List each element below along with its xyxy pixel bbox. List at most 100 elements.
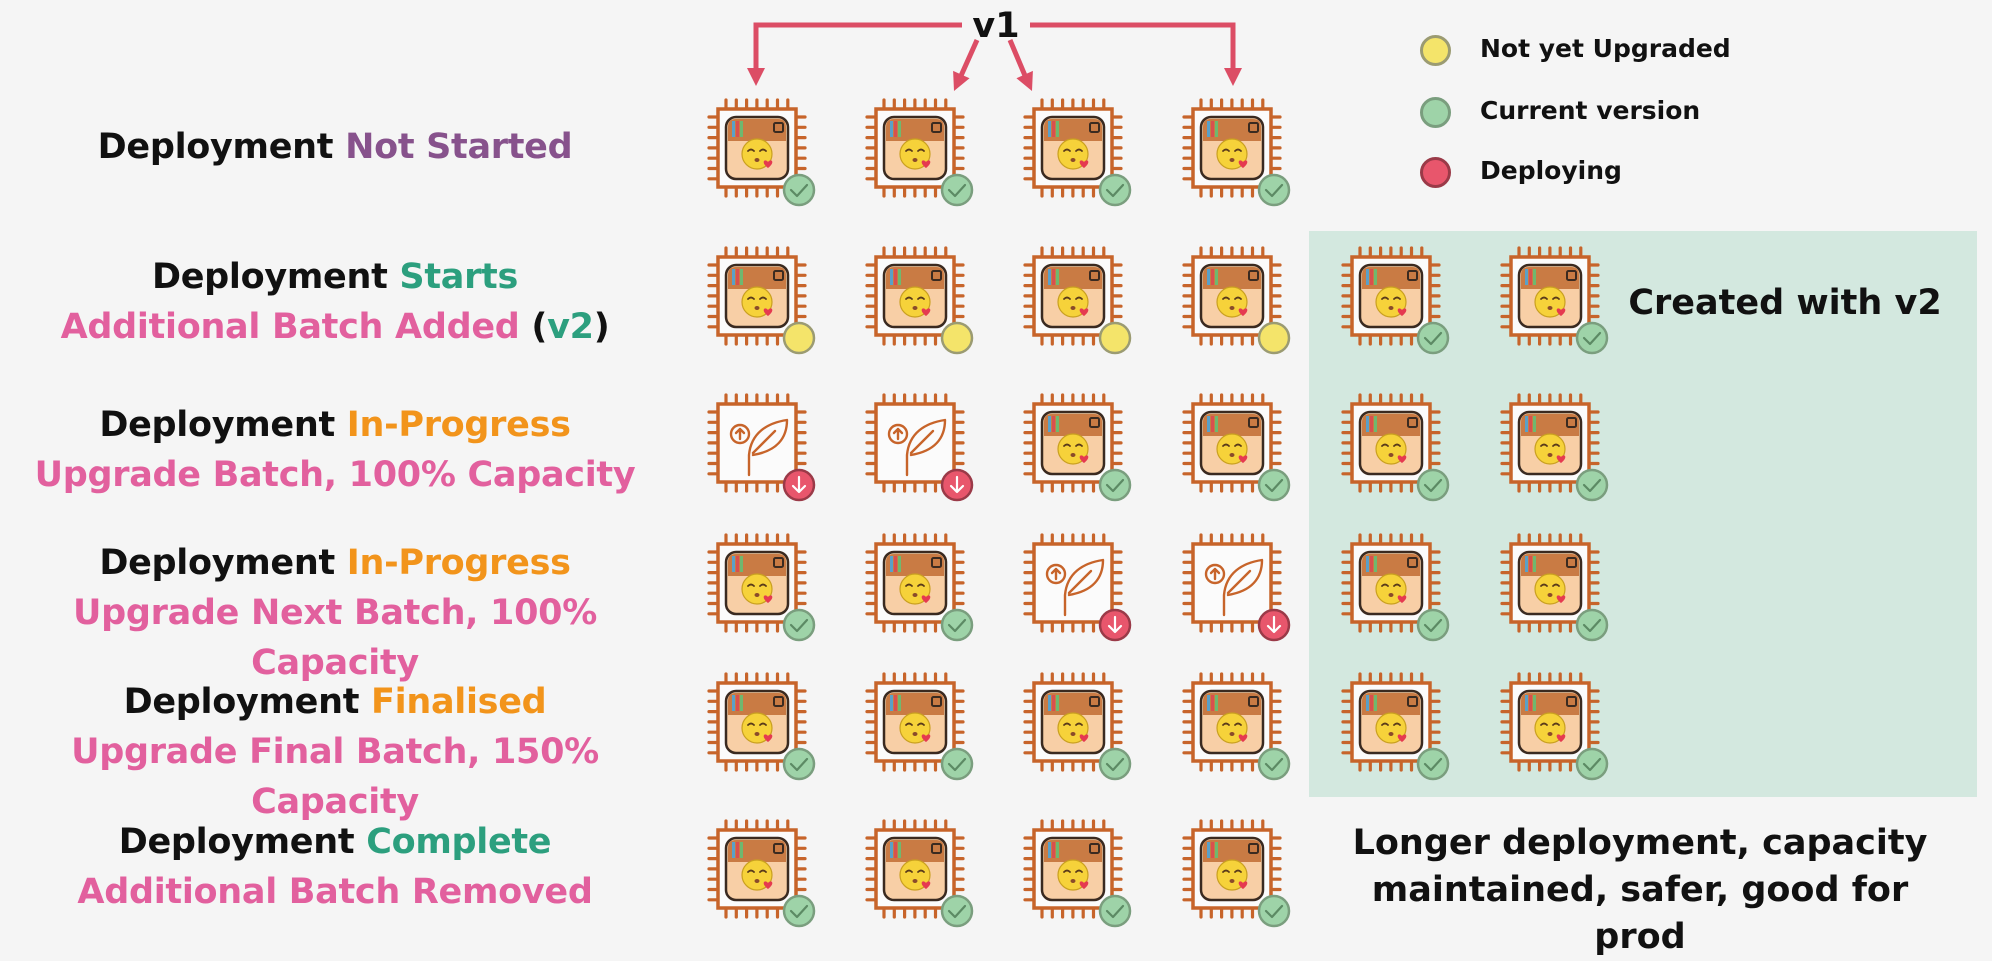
row-label-line2: Additional Batch Removed (0, 867, 670, 917)
chip-upgrade-leaf-icon (1204, 558, 1264, 617)
row-label-line1: Deployment Not Started (0, 122, 670, 172)
green-check-badge-icon (782, 608, 816, 642)
row-label-text: Finalised (371, 682, 547, 722)
chip-app-icon (882, 115, 948, 181)
green-check-badge-icon (782, 894, 816, 928)
chip-app-icon (1517, 689, 1583, 755)
server-chip (1023, 819, 1132, 928)
server-chip (707, 98, 816, 207)
green-check-badge-icon (1420, 97, 1451, 128)
row-label-text: v2 (547, 307, 594, 347)
server-chip-upgrading (1182, 533, 1291, 642)
chip-pins (1023, 393, 1123, 493)
green-check-badge-icon (1098, 894, 1132, 928)
server-chip (707, 533, 816, 642)
chip-app-icon (1199, 115, 1265, 181)
row-label-text: Deployment (123, 682, 372, 722)
server-chip (1182, 393, 1291, 502)
v2-caption: Created with v2 (1628, 283, 1942, 323)
server-chip (1500, 533, 1609, 642)
green-check-badge-icon (1098, 468, 1132, 502)
row-label-text: Complete (366, 822, 552, 862)
row-label-6: Deployment Complete Additional Batch Remo… (0, 817, 670, 917)
chip-app-icon (1040, 263, 1106, 329)
server-chip (1023, 246, 1132, 355)
row-label-line2: Additional Batch Added (v2) (0, 302, 670, 352)
server-chip (707, 819, 816, 928)
server-chip (1341, 533, 1450, 642)
green-check-badge-icon (1257, 747, 1291, 781)
row-label-text: Additional Batch Removed (77, 872, 593, 912)
chip-app-icon (882, 836, 948, 902)
row-label-line2: Upgrade Next Batch, 100% Capacity (0, 588, 670, 688)
v1-label: v1 (972, 6, 1020, 46)
row-label-1: Deployment Not Started (0, 122, 670, 172)
v1-arrow-line (1030, 22, 1236, 72)
yellow-dot-icon (1420, 35, 1451, 66)
server-chip (865, 246, 974, 355)
green-check-badge-icon (1416, 321, 1450, 355)
v1-arrow-line (753, 22, 962, 72)
red-down-arrow-badge-icon (1420, 157, 1451, 188)
row-label-line2: Upgrade Batch, 100% Capacity (0, 450, 670, 500)
green-check-badge-icon (1416, 468, 1450, 502)
v1-arrow-head (1016, 70, 1033, 91)
green-check-badge-icon (1416, 747, 1450, 781)
yellow-dot-icon (782, 321, 816, 355)
green-check-badge-icon (1098, 173, 1132, 207)
chip-app-icon (1358, 263, 1424, 329)
server-chip-upgrading (707, 393, 816, 502)
green-check-badge-icon (1257, 894, 1291, 928)
chip-pins (865, 533, 965, 633)
chip-pins (1023, 672, 1123, 772)
green-check-badge-icon (1575, 747, 1609, 781)
v1-arrow-head (747, 68, 765, 86)
server-chip (865, 533, 974, 642)
row-label-line1: Deployment Starts (0, 252, 670, 302)
green-check-badge-icon (940, 608, 974, 642)
row-label-2: Deployment Starts Additional Batch Added … (0, 252, 670, 352)
row-label-line1: Deployment Complete (0, 817, 670, 867)
green-check-badge-icon (782, 173, 816, 207)
server-chip (1182, 98, 1291, 207)
yellow-dot-icon (1257, 321, 1291, 355)
server-chip (865, 672, 974, 781)
green-check-badge-icon (1416, 608, 1450, 642)
server-chip (1023, 98, 1132, 207)
green-check-badge-icon (940, 173, 974, 207)
chip-app-icon (724, 689, 790, 755)
red-down-arrow-badge-icon (1257, 608, 1291, 642)
green-check-badge-icon (1575, 321, 1609, 355)
chip-pins (1023, 246, 1123, 346)
chip-app-icon (1040, 689, 1106, 755)
server-chip (1500, 246, 1609, 355)
yellow-dot-icon (1098, 321, 1132, 355)
chip-app-icon (1199, 263, 1265, 329)
row-label-3: Deployment In-Progress Upgrade Batch, 100… (0, 400, 670, 500)
row-label-text: ) (593, 307, 610, 347)
yellow-dot-icon (940, 321, 974, 355)
row-label-text: ( (519, 307, 548, 347)
red-down-arrow-badge-icon (1098, 608, 1132, 642)
row-label-text: Upgrade Next Batch, 100% Capacity (72, 593, 597, 683)
chip-pins (1182, 393, 1282, 493)
server-chip (1500, 672, 1609, 781)
row-label-text: Deployment (118, 822, 367, 862)
chip-pins (865, 393, 965, 493)
green-check-badge-icon (1257, 468, 1291, 502)
chip-pins (707, 393, 807, 493)
chip-app-icon (724, 115, 790, 181)
row-label-line1: Deployment In-Progress (0, 538, 670, 588)
legend-label: Current version (1480, 96, 1701, 125)
chip-pins (707, 533, 807, 633)
green-check-badge-icon (1575, 468, 1609, 502)
row-label-text: In-Progress (346, 405, 571, 445)
row-label-line2: Upgrade Final Batch, 150% Capacity (0, 727, 670, 827)
green-check-badge-icon (782, 747, 816, 781)
chip-pins (865, 246, 965, 346)
chip-app-icon (1040, 115, 1106, 181)
green-check-badge-icon (940, 894, 974, 928)
row-label-text: Starts (399, 257, 519, 297)
chip-pins (707, 246, 807, 346)
row-label-text: Upgrade Batch, 100% Capacity (34, 455, 636, 495)
